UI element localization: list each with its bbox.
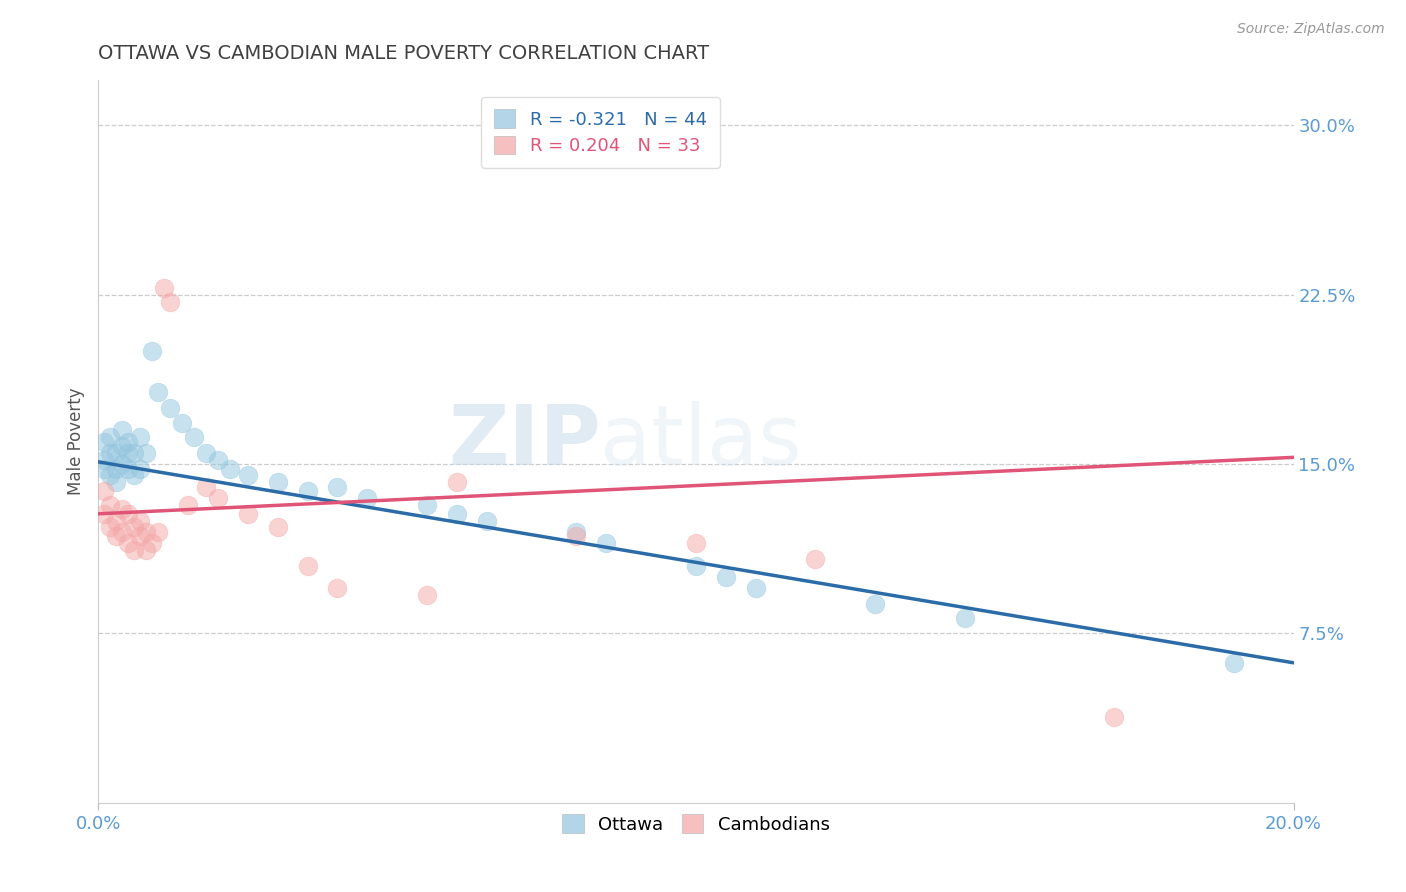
Point — [124, 446, 146, 460]
Point — [565, 529, 588, 543]
Point — [159, 401, 181, 415]
Point — [153, 281, 176, 295]
Point — [98, 498, 122, 512]
Point — [117, 507, 139, 521]
Point — [685, 536, 707, 550]
Point — [416, 498, 439, 512]
Point — [93, 434, 115, 449]
Point — [326, 582, 349, 596]
Point — [141, 536, 163, 550]
Point — [129, 529, 152, 543]
Point — [124, 468, 146, 483]
Point — [195, 446, 218, 460]
Point — [93, 484, 115, 499]
Point — [111, 439, 134, 453]
Point — [117, 434, 139, 449]
Point — [111, 502, 134, 516]
Text: ZIP: ZIP — [449, 401, 600, 482]
Point — [356, 491, 378, 505]
Legend: Ottawa, Cambodians: Ottawa, Cambodians — [551, 804, 841, 845]
Point — [236, 468, 259, 483]
Point — [953, 610, 976, 624]
Point — [1104, 710, 1126, 724]
Point — [236, 507, 259, 521]
Point — [105, 475, 128, 490]
Text: Source: ZipAtlas.com: Source: ZipAtlas.com — [1237, 22, 1385, 37]
Point — [135, 524, 157, 539]
Point — [714, 570, 737, 584]
Point — [446, 475, 468, 490]
Point — [129, 514, 152, 528]
Point — [446, 507, 468, 521]
Point — [326, 480, 349, 494]
Point — [148, 384, 170, 399]
Point — [141, 344, 163, 359]
Y-axis label: Male Poverty: Male Poverty — [66, 388, 84, 495]
Point — [1223, 656, 1246, 670]
Point — [297, 484, 319, 499]
Point — [124, 542, 146, 557]
Point — [111, 524, 134, 539]
Point — [267, 520, 290, 534]
Point — [105, 461, 128, 475]
Point — [172, 417, 194, 431]
Point — [135, 542, 157, 557]
Point — [117, 461, 139, 475]
Text: OTTAWA VS CAMBODIAN MALE POVERTY CORRELATION CHART: OTTAWA VS CAMBODIAN MALE POVERTY CORRELA… — [98, 45, 710, 63]
Point — [595, 536, 617, 550]
Point — [183, 430, 205, 444]
Point — [804, 552, 827, 566]
Point — [475, 514, 498, 528]
Point — [124, 520, 146, 534]
Point — [129, 461, 152, 475]
Point — [148, 524, 170, 539]
Text: atlas: atlas — [600, 401, 801, 482]
Point — [219, 461, 242, 475]
Point — [117, 446, 139, 460]
Point — [117, 536, 139, 550]
Point — [207, 491, 229, 505]
Point — [195, 480, 218, 494]
Point — [105, 446, 128, 460]
Point — [111, 423, 134, 437]
Point — [177, 498, 200, 512]
Point — [416, 588, 439, 602]
Point — [111, 457, 134, 471]
Point — [93, 461, 115, 475]
Point — [565, 524, 588, 539]
Point — [105, 529, 128, 543]
Point — [98, 520, 122, 534]
Point — [297, 558, 319, 573]
Point — [105, 514, 128, 528]
Point — [98, 430, 122, 444]
Point — [93, 452, 115, 467]
Point — [98, 468, 122, 483]
Point — [745, 582, 768, 596]
Point — [207, 452, 229, 467]
Point — [685, 558, 707, 573]
Point — [98, 446, 122, 460]
Point — [267, 475, 290, 490]
Point — [159, 294, 181, 309]
Point — [865, 597, 887, 611]
Point — [129, 430, 152, 444]
Point — [135, 446, 157, 460]
Point — [93, 507, 115, 521]
